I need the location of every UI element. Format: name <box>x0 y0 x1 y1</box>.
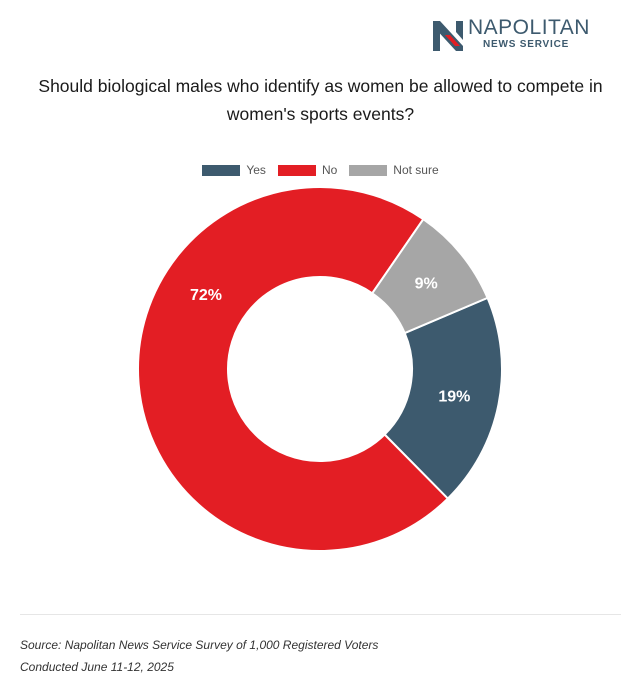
logo-mark-icon <box>433 21 463 51</box>
data-label-yes: 19% <box>438 389 470 406</box>
legend-swatch-yes <box>202 164 241 176</box>
legend-swatch-not-sure <box>349 164 388 176</box>
donut-slice-no[interactable] <box>137 186 450 552</box>
legend-label-not-sure: Not sure <box>393 163 439 177</box>
logo-name: NAPOLITAN <box>468 16 590 39</box>
chart-legend: Yes No Not sure <box>0 163 641 177</box>
legend-swatch-no <box>277 164 316 176</box>
footer-divider <box>20 614 621 615</box>
logo-subtitle: NEWS SERVICE <box>483 39 570 50</box>
data-label-no: 72% <box>190 287 222 304</box>
legend-item-yes[interactable]: Yes <box>202 163 266 177</box>
donut-slice-yes[interactable] <box>383 296 503 501</box>
source-text: Source: Napolitan News Service Survey of… <box>20 638 379 652</box>
brand-logo: NAPOLITAN NEWS SERVICE <box>432 14 622 54</box>
legend-item-no[interactable]: No <box>277 163 338 177</box>
legend-label-yes: Yes <box>246 163 266 177</box>
data-label-not-sure: 9% <box>415 275 438 292</box>
chart-title: Should biological males who identify as … <box>38 76 603 124</box>
source-note: Source: Napolitan News Service Survey of… <box>20 634 378 678</box>
donut-slice-not-sure[interactable] <box>370 217 489 335</box>
conducted-text: Conducted June 11-12, 2025 <box>20 660 174 674</box>
legend-item-not-sure[interactable]: Not sure <box>349 163 439 177</box>
legend-label-no: No <box>321 163 338 177</box>
